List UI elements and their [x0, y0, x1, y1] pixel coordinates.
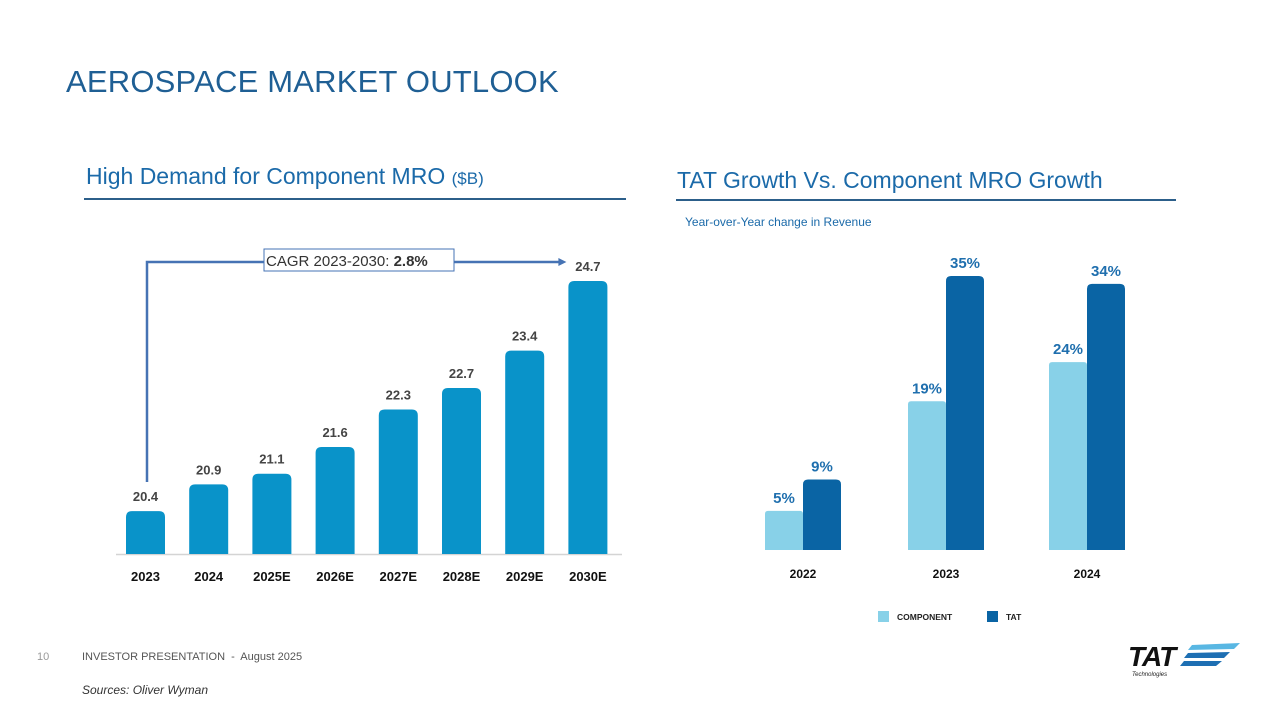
legend-swatch-tat: [987, 611, 998, 622]
legend-label-tat: TAT: [1006, 612, 1022, 622]
x-tick-2028E: 2028E: [443, 569, 481, 584]
growth-comparison-chart: 5% 9% 2022 19% 35% 2023 24% 34% 2024 COMPONENT TAT: [765, 255, 1125, 622]
cagr-box: [263, 248, 455, 272]
cagr-arrowhead: [558, 258, 567, 266]
logo-stripe-middle: [1184, 652, 1230, 658]
cagr-connector-left: [145, 260, 264, 482]
bar-component-2022: [765, 510, 803, 550]
left-chart-title-text: High Demand for Component MRO: [86, 163, 446, 189]
page-number: 10: [37, 651, 50, 663]
data-label-2030E: 24.7: [575, 259, 600, 274]
left-chart-unit: ($B): [451, 169, 484, 188]
data-label-2026E: 21.6: [322, 425, 347, 440]
x-tick-2027E: 2027E: [380, 569, 418, 584]
x-tick-2023: 2023: [131, 569, 160, 584]
data-label-2028E: 22.7: [449, 366, 474, 381]
x-tick-2026E: 2026E: [316, 569, 354, 584]
cagr-value: 2.8%: [394, 253, 428, 270]
logo-wordmark: TAT: [1128, 641, 1179, 672]
bar-tat-2024: [1087, 283, 1125, 550]
logo-subtext: Technologies: [1132, 672, 1167, 678]
logo-stripe-bottom: [1180, 661, 1222, 666]
data-label-2025E: 21.1: [259, 452, 284, 467]
bar-component-2024: [1049, 362, 1087, 550]
data-label-component-2024: 24%: [1053, 341, 1083, 358]
bar-2029E: [505, 350, 545, 554]
component-mro-chart: 20.4 2023 20.9 2024 21.1 2025E 21.6 2026E 22.3 20…: [116, 248, 622, 584]
x-tick-2022: 2022: [790, 567, 817, 581]
footer-text: INVESTOR PRESENTATION - August 2025: [82, 651, 303, 663]
x-tick-2029E: 2029E: [506, 569, 544, 584]
data-label-tat-2023: 35%: [950, 255, 980, 272]
bar-tat-2023: [946, 276, 984, 550]
bar-2026E: [315, 446, 355, 554]
bar-2024: [189, 484, 229, 554]
logo-stripe-top: [1188, 643, 1240, 650]
x-tick-2023: 2023: [933, 567, 960, 581]
bar-2030E: [568, 281, 608, 554]
data-label-2029E: 23.4: [512, 329, 538, 344]
legend-label-component: COMPONENT: [897, 612, 953, 622]
x-tick-2024: 2024: [1074, 567, 1101, 581]
right-title-divider: [676, 199, 1176, 201]
bar-2028E: [442, 388, 481, 554]
x-tick-2024: 2024: [194, 569, 224, 584]
data-label-component-2023: 19%: [912, 380, 942, 397]
data-label-2023: 20.4: [133, 489, 159, 504]
tat-logo: TAT Technologies: [1128, 641, 1240, 678]
data-label-tat-2024: 34%: [1091, 263, 1121, 280]
right-chart-title: TAT Growth Vs. Component MRO Growth: [677, 167, 1103, 193]
cagr-label: CAGR 2023-2030: 2.8%: [266, 253, 428, 270]
bar-2027E: [378, 409, 418, 554]
data-label-2027E: 22.3: [386, 387, 411, 402]
left-chart-title: High Demand for Component MRO ($B): [86, 163, 484, 190]
x-tick-2030E: 2030E: [569, 569, 607, 584]
sources-note: Sources: Oliver Wyman: [82, 683, 209, 697]
data-label-2024: 20.9: [196, 462, 221, 477]
left-title-divider: [84, 198, 626, 200]
data-label-component-2022: 5%: [773, 490, 795, 507]
right-chart-subtitle: Year-over-Year change in Revenue: [685, 215, 872, 229]
bar-tat-2022: [803, 479, 841, 550]
data-label-tat-2022: 9%: [811, 459, 833, 476]
legend-swatch-component: [878, 611, 889, 622]
page-title: AEROSPACE MARKET OUTLOOK: [66, 64, 559, 99]
bar-component-2023: [908, 401, 946, 550]
bar-2023: [126, 511, 165, 554]
bar-2025E: [252, 473, 292, 554]
cagr-label-prefix: CAGR 2023-2030:: [266, 253, 394, 270]
x-tick-2025E: 2025E: [253, 569, 291, 584]
